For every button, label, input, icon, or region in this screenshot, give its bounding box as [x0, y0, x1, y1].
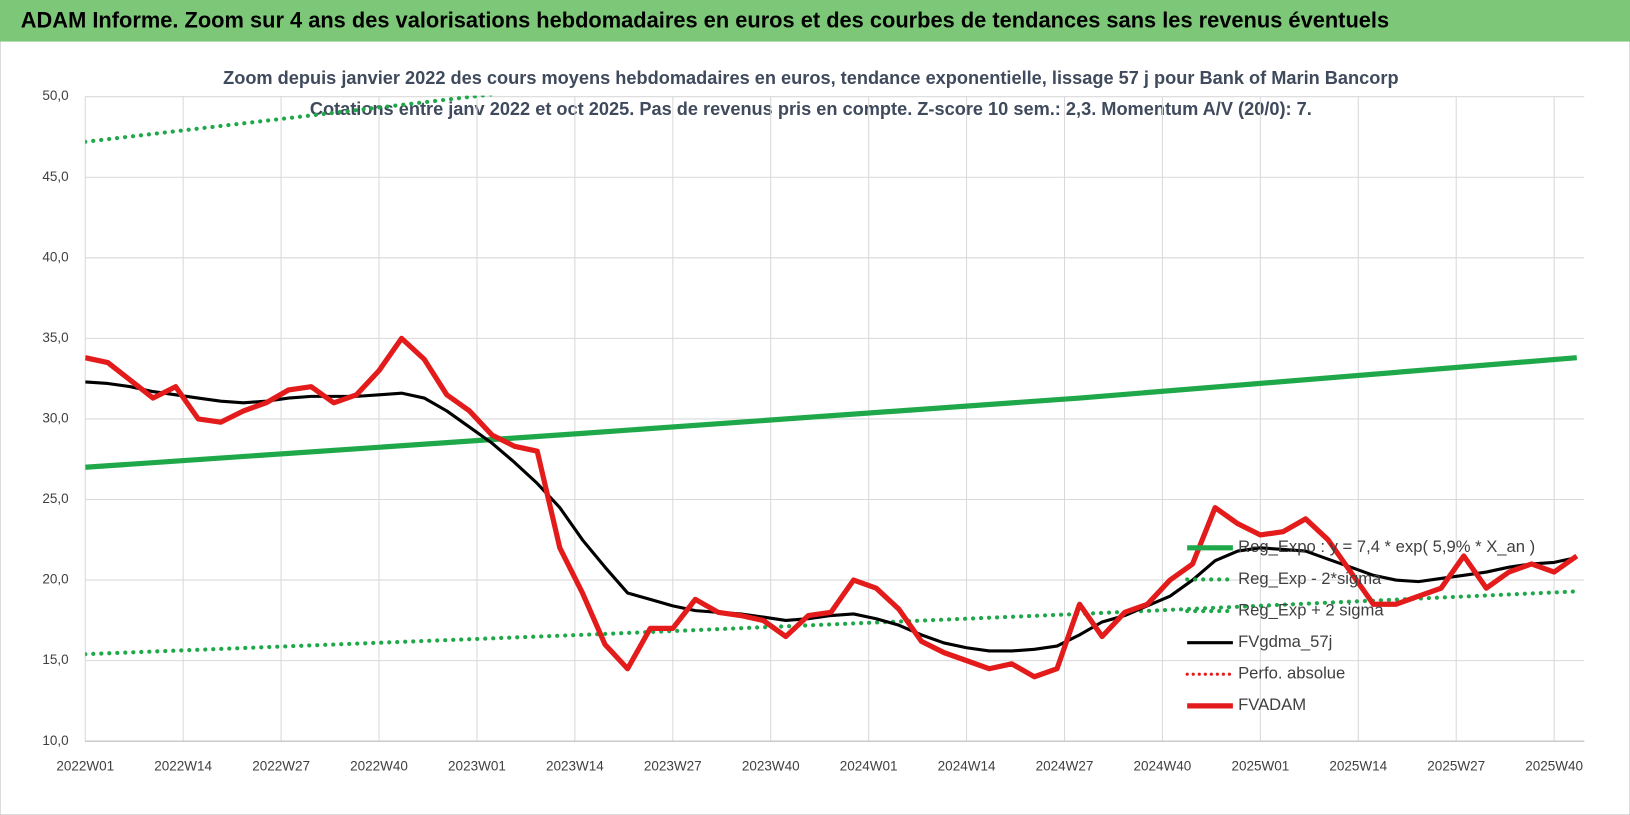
x-tick-label: 2022W14 [154, 759, 212, 774]
x-tick-label: 2023W14 [546, 759, 604, 774]
x-tick-label: 2024W14 [938, 759, 996, 774]
y-tick-label: 50,0 [42, 88, 68, 103]
legend-label: Reg_Exp + 2 sigma [1238, 600, 1384, 619]
y-tick-label: 15,0 [42, 652, 68, 667]
legend-label: Perfo. absolue [1238, 664, 1345, 683]
header-title: ADAM Informe. Zoom sur 4 ans des valoris… [21, 8, 1389, 33]
x-tick-label: 2025W14 [1329, 759, 1387, 774]
x-tick-label: 2022W01 [56, 759, 114, 774]
x-tick-label: 2022W40 [350, 759, 408, 774]
x-tick-label: 2025W27 [1427, 759, 1485, 774]
legend-label: FVADAM [1238, 695, 1306, 714]
x-tick-label: 2025W01 [1231, 759, 1289, 774]
legend-label: FVgdma_57j [1238, 632, 1332, 651]
y-tick-label: 10,0 [42, 733, 68, 748]
y-tick-label: 20,0 [42, 572, 68, 587]
y-tick-label: 35,0 [42, 330, 68, 345]
line-series [85, 335, 1579, 680]
x-tick-label: 2024W01 [840, 759, 898, 774]
chart-subtitle: Cotations entre janv 2022 et oct 2025. P… [310, 99, 1312, 119]
x-tick-label: 2022W27 [252, 759, 310, 774]
line-series [85, 95, 499, 144]
line-series [85, 380, 1578, 653]
line-series [85, 355, 1577, 470]
y-tick-label: 45,0 [42, 169, 68, 184]
chart-title: Zoom depuis janvier 2022 des cours moyen… [223, 68, 1398, 88]
x-tick-label: 2024W40 [1134, 759, 1192, 774]
x-tick-label: 2025W40 [1525, 759, 1583, 774]
y-tick-label: 40,0 [42, 249, 68, 264]
plot-area [85, 95, 1579, 680]
x-tick-label: 2023W01 [448, 759, 506, 774]
x-tick-label: 2023W27 [644, 759, 702, 774]
y-tick-label: 25,0 [42, 491, 68, 506]
header-bar [0, 0, 1630, 42]
legend-label: Reg_Expo : y = 7,4 * exp( 5,9% * X_an ) [1238, 537, 1535, 556]
y-tick-label: 30,0 [42, 410, 68, 425]
x-tick-label: 2023W40 [742, 759, 800, 774]
line-series [85, 589, 1579, 657]
legend-label: Reg_Exp - 2*sigma [1238, 569, 1382, 588]
x-tick-label: 2024W27 [1036, 759, 1094, 774]
